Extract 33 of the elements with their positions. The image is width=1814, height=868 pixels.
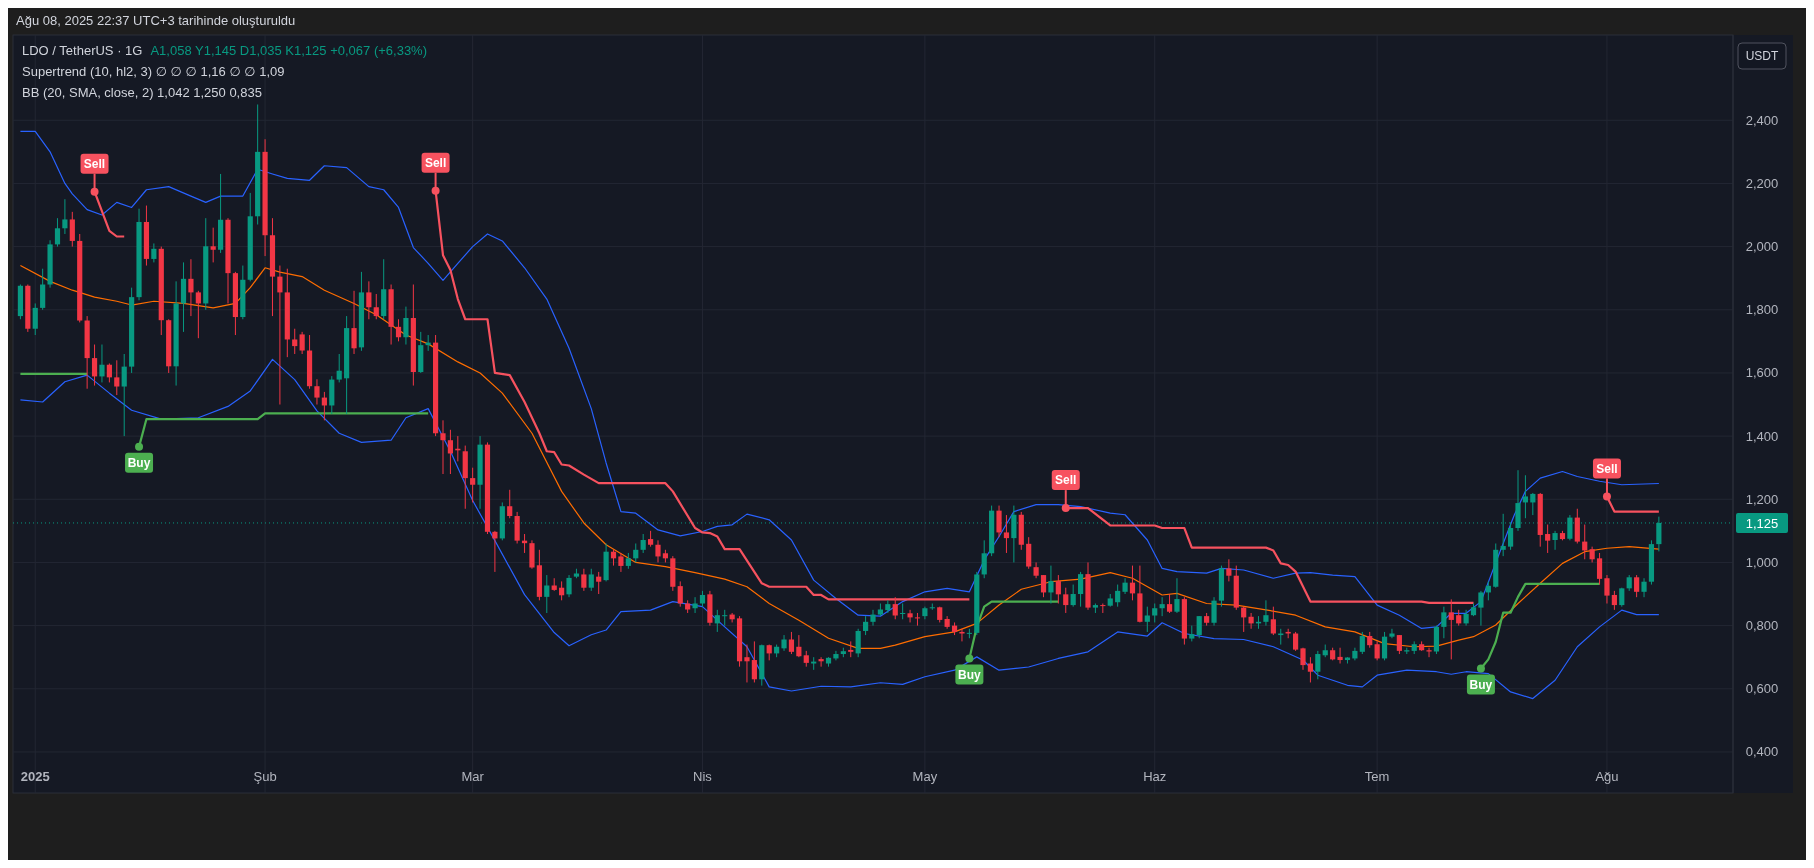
- x-tick-label: 2025: [20, 769, 50, 784]
- y-tick-label: 1,800: [1745, 302, 1779, 318]
- ref-line-label: 1,125: [1745, 515, 1779, 531]
- annotation: Buy: [958, 667, 982, 682]
- annotation: Buy: [127, 456, 151, 471]
- x-tick-label: May: [912, 769, 938, 784]
- annotation: Sell: [1596, 461, 1618, 476]
- y-tick-label: 1,400: [1745, 428, 1779, 444]
- y-tick-label: 0,600: [1745, 681, 1779, 697]
- x-tick-label: Nis: [693, 769, 713, 784]
- annotation: Sell: [1055, 473, 1077, 488]
- text: LDO / TetherUS · 1G: [22, 43, 143, 58]
- y-tick-label: 2,200: [1745, 175, 1779, 191]
- y-tick-label: 1,600: [1745, 365, 1779, 381]
- y-tick-label: 2,000: [1745, 239, 1779, 255]
- y-tick-label: 2,400: [1745, 112, 1779, 128]
- annotation: BB (20, SMA, close, 2) 1,042 1,250 0,835: [22, 85, 262, 100]
- x-tick-label: Mar: [461, 769, 485, 784]
- x-tick-label: Haz: [1143, 769, 1167, 784]
- x-tick-label: Tem: [1364, 769, 1390, 784]
- y-tick-label: 1,200: [1745, 491, 1779, 507]
- annotation: Sell: [83, 156, 106, 171]
- annotation: Supertrend (10, hl2, 3) ∅ ∅ ∅ 1,16 ∅ ∅ 1,09: [22, 64, 285, 79]
- x-tick-label: Şub: [253, 769, 277, 784]
- y-tick-label: 0,800: [1745, 618, 1779, 634]
- y-tick-label: 0,400: [1745, 744, 1779, 760]
- annotation: A1,058 Y1,145 D1,035 K1,125 +0,067 (+6,33%): [150, 43, 428, 58]
- annotation: Sell: [424, 155, 447, 170]
- x-tick-label: Ağu: [1595, 769, 1619, 784]
- text: Ağu 08, 2025 22:37 UTC+3 tarihinde oluşturuldu: [16, 13, 296, 28]
- annotation: Buy: [1469, 677, 1493, 692]
- y-tick-label: 1,000: [1745, 554, 1779, 570]
- text: USDT: [1745, 49, 1779, 64]
